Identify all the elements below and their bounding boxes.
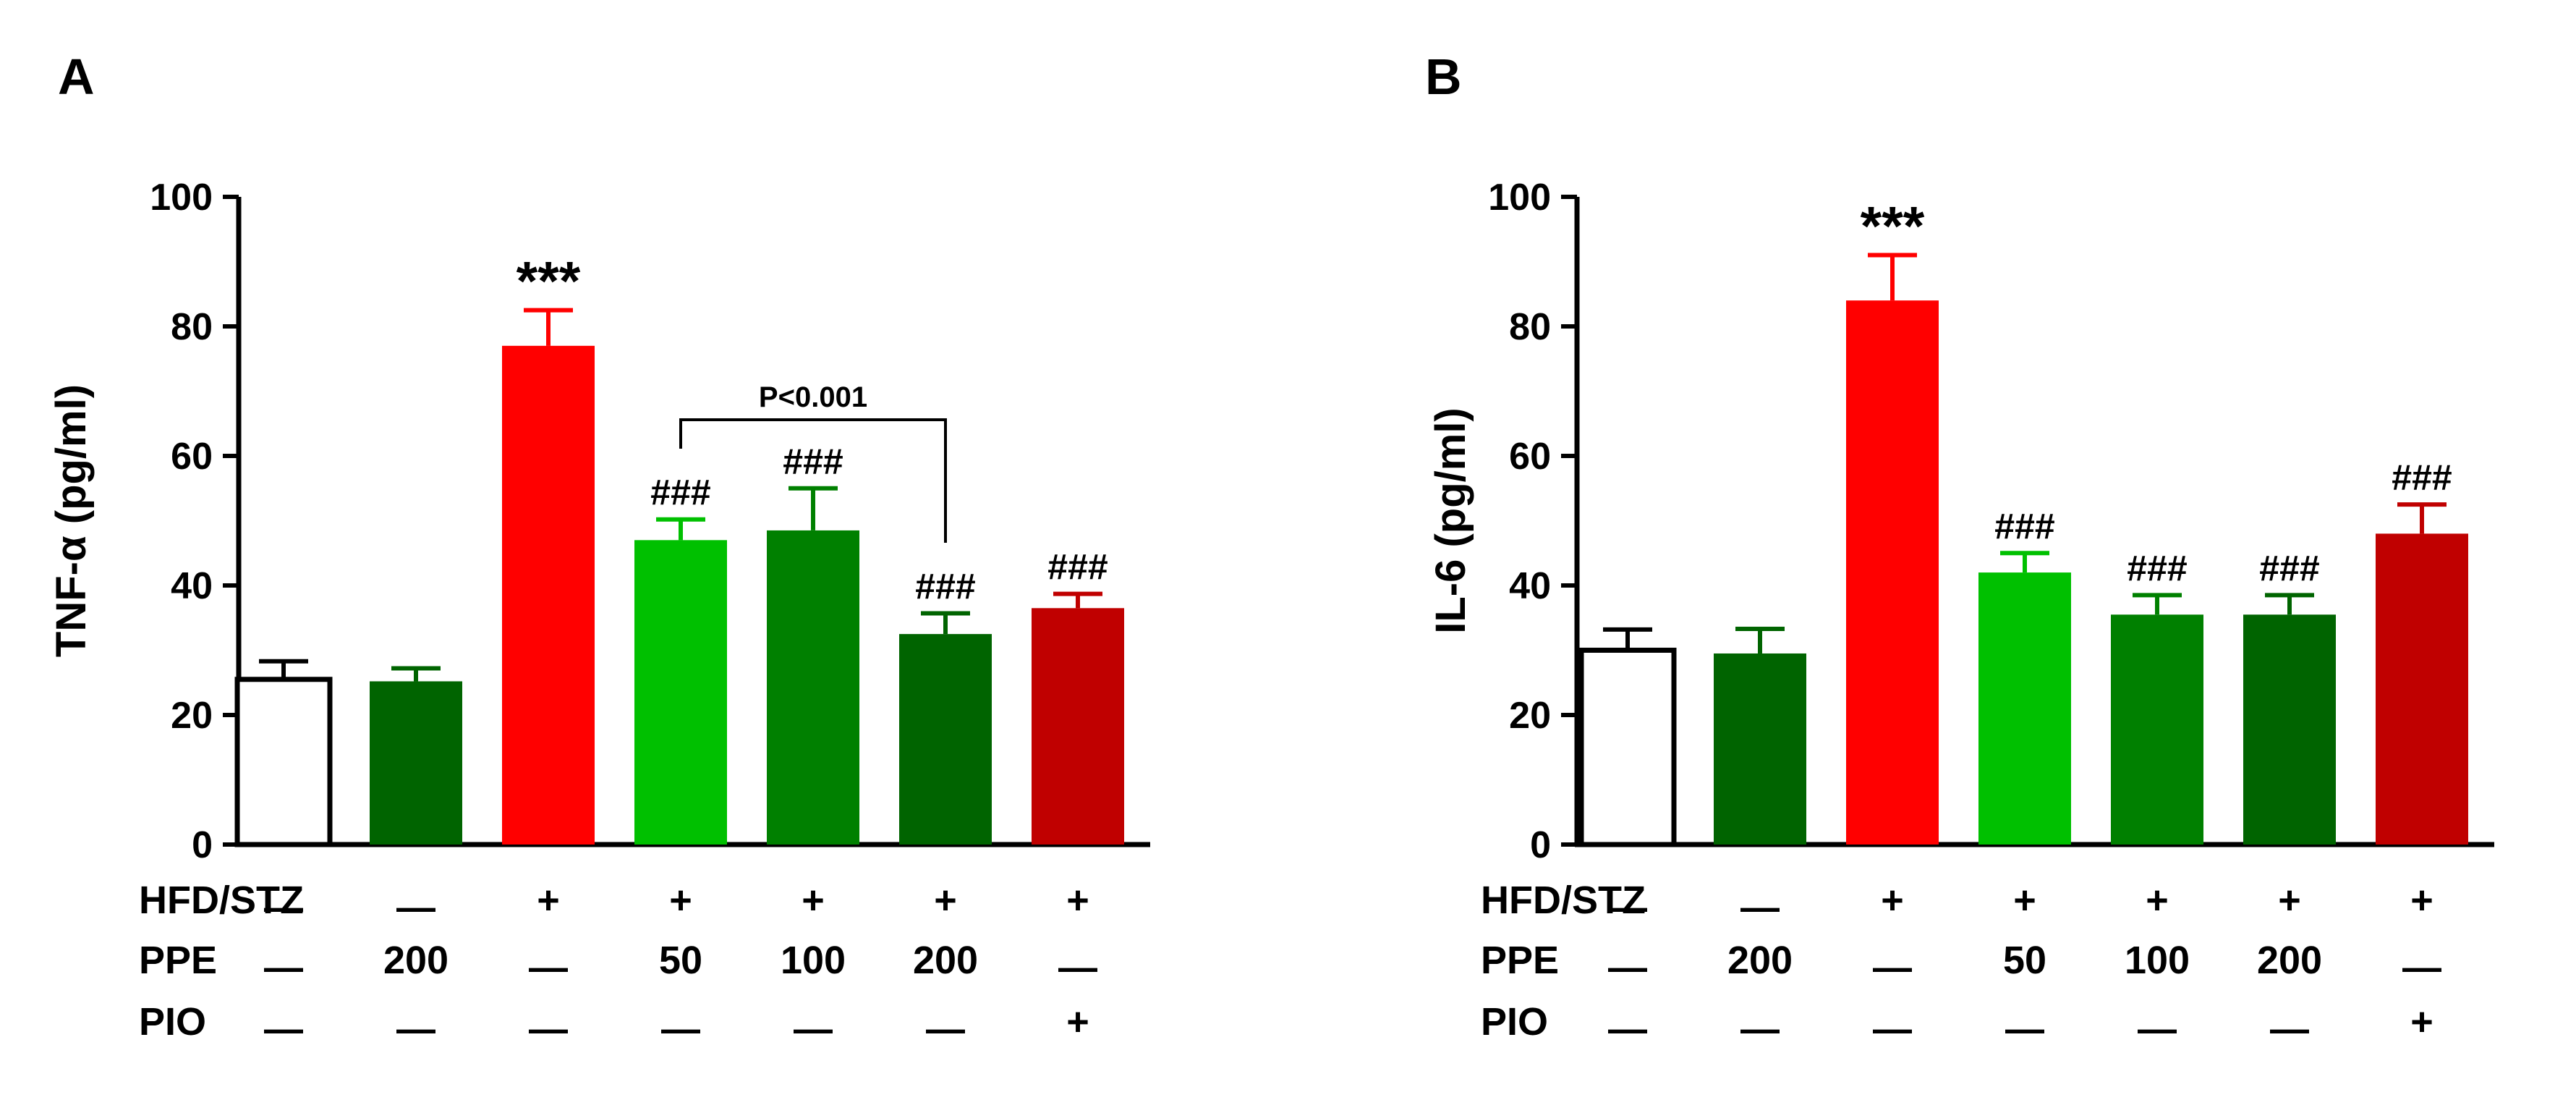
y-tick-label: 60 [1509,436,1551,478]
bar [1032,608,1124,845]
treatment-cell: + [802,879,825,922]
bar [234,677,333,847]
treatment-cell: — [264,946,303,989]
significance-label: ### [2127,548,2187,588]
treatment-cell: — [2005,1007,2044,1051]
treatment-cell: 100 [781,939,846,982]
bar [502,345,595,845]
treatment-cell: + [2278,879,2301,922]
y-tick-label: 60 [171,436,213,478]
treatment-cell: + [1066,1000,1089,1044]
treatment-row-label: HFD/STZ [1481,879,1646,922]
y-tick-label: 40 [1509,565,1551,607]
treatment-cell: — [396,886,435,929]
bar [2243,614,2336,845]
treatment-cell: + [1881,879,1904,922]
treatment-row-label: PIO [139,1000,206,1044]
treatment-cell: — [1058,946,1097,989]
treatment-cell: + [2410,1000,2433,1044]
significance-label: ### [1047,547,1108,588]
y-tick-label: 40 [171,565,213,607]
bar [899,634,992,845]
treatment-cell: — [794,1007,833,1051]
treatment-cell: + [2013,879,2036,922]
treatment-cell: + [669,879,692,922]
treatment-cell: — [264,1007,303,1051]
treatment-cell: 200 [2257,939,2322,982]
treatment-cell: + [537,879,560,922]
treatment-cell: — [1873,946,1912,989]
bar [767,530,859,845]
treatment-cell: — [2402,946,2441,989]
significance-label: ### [650,473,710,513]
treatment-cell: 200 [383,939,449,982]
y-tick-label: 80 [1509,306,1551,348]
treatment-cell: + [2146,879,2169,922]
panel-label: B [1425,48,1462,105]
treatment-cell: + [1066,879,1089,922]
significance-label: *** [1861,196,1925,258]
significance-label: ### [2392,457,2452,498]
bar [370,681,462,845]
treatment-cell: 50 [2003,939,2046,982]
significance-label: ### [915,566,975,606]
treatment-cell: + [2410,879,2433,922]
y-tick-label: 20 [171,695,213,737]
panel-a: A TNF-α (pg/ml) 0 20 40 60 80 100 *** ### ### ### ##… [48,48,1150,1051]
bar [1846,300,1939,845]
y-tick-label: 100 [150,177,213,219]
significance-label: ### [783,441,843,482]
treatment-cell: + [934,879,957,922]
treatment-row-label: HFD/STZ [139,879,304,922]
treatment-cell: — [2138,1007,2177,1051]
treatment-cell: — [1740,1007,1780,1051]
treatment-row-label: PIO [1481,1000,1548,1044]
comparison-bracket [679,418,947,543]
treatment-cell: 200 [913,939,978,982]
y-tick-label: 80 [171,306,213,348]
treatment-cell: 50 [659,939,702,982]
bar [1578,648,1677,847]
treatment-cell: — [529,946,568,989]
y-axis-label: TNF-α (pg/ml) [48,384,95,657]
panel-label: A [58,48,95,105]
treatment-cell: — [529,1007,568,1051]
treatment-cell: — [1873,1007,1912,1051]
bar [1978,572,2071,845]
y-axis-label: IL-6 (pg/ml) [1427,407,1474,634]
bar [2111,614,2203,845]
panel-b: B IL-6 (pg/ml) 0 20 40 60 80 100 *** ### ### ### ###… [1425,48,2494,1051]
treatment-cell: — [926,1007,965,1051]
significance-label: *** [517,251,581,313]
bar [1714,653,1806,845]
treatment-cell: — [396,1007,435,1051]
treatment-cell: 200 [1727,939,1793,982]
bar [634,540,727,845]
y-tick-label: 0 [1530,824,1551,866]
treatment-cell: — [1608,1007,1647,1051]
comparison-label: P<0.001 [759,381,867,413]
y-tick-label: 0 [192,824,213,866]
y-tick-label: 100 [1488,177,1551,219]
treatment-cell: — [1740,886,1780,929]
treatment-cell: — [1608,946,1647,989]
treatment-row-label: PPE [1481,939,1559,982]
y-tick-label: 20 [1509,695,1551,737]
significance-label: ### [2259,548,2319,588]
treatment-cell: — [264,886,303,929]
treatment-row-label: PPE [139,939,217,982]
treatment-cell: 100 [2125,939,2190,982]
significance-label: ### [1994,506,2054,546]
bar [2376,533,2468,845]
treatment-cell: — [2270,1007,2309,1051]
treatment-cell: — [661,1007,700,1051]
treatment-cell: — [1608,886,1647,929]
